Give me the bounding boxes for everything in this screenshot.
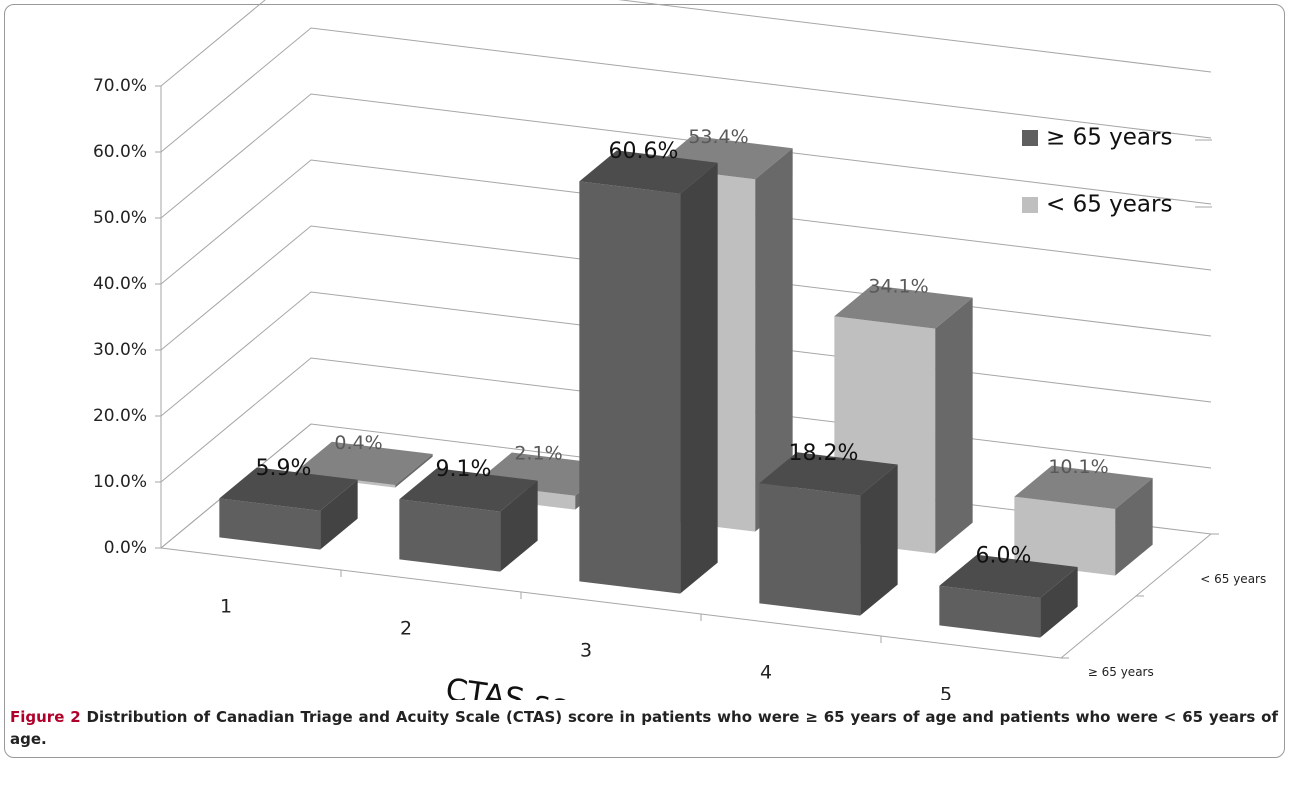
bar-front [579, 181, 681, 594]
y-tick-label: 0.0% [104, 538, 147, 558]
bar-top [219, 467, 358, 511]
bar-side [935, 297, 973, 554]
bar [759, 452, 898, 616]
bar-side [680, 162, 718, 594]
bar-top [579, 150, 718, 194]
grid-line [160, 0, 1212, 87]
bar-side [395, 454, 433, 488]
bar-side [320, 479, 358, 550]
legend-label: ≥ 65 years [1046, 125, 1172, 151]
legend-swatch [1022, 197, 1038, 213]
bar-top [834, 285, 973, 329]
value-label: 2.1% [514, 443, 562, 465]
y-tick-label: 70.0% [93, 76, 147, 96]
figure-frame [4, 4, 1285, 758]
bar-side [1040, 567, 1078, 638]
value-label: 18.2% [789, 441, 859, 466]
x-axis-label: CTAS scores [443, 672, 635, 700]
x-tick-label: 2 [400, 618, 412, 640]
bar [1014, 465, 1153, 576]
bar-front [399, 499, 501, 572]
value-label: 34.1% [868, 275, 928, 297]
bar-side [860, 464, 898, 616]
y-tick-label: 60.0% [93, 142, 147, 162]
legend-swatch [1022, 130, 1038, 146]
y-tick-label: 10.0% [93, 472, 147, 492]
bar [834, 285, 973, 554]
bar-front [219, 498, 321, 550]
x-tick-label: 5 [940, 684, 952, 701]
chart: 0.0% 10.0% 20.0% 30.0% 40.0% 50.0% 60.0% 70.0% 1… [93, 0, 1266, 701]
bar [939, 554, 1078, 638]
grid-line [160, 93, 1212, 219]
value-label: 10.1% [1048, 456, 1108, 478]
caption-text: Distribution of Canadian Triage and Acui… [10, 708, 1278, 748]
bar [219, 467, 358, 550]
legend-label: < 65 years [1046, 192, 1172, 218]
bar-side [755, 148, 793, 532]
bar-top [399, 468, 538, 512]
bar-top [294, 441, 433, 486]
bar [399, 468, 538, 572]
caption-label: Figure 2 [10, 708, 81, 726]
bar-top [939, 554, 1078, 599]
x-tick-label: 4 [760, 662, 772, 684]
bar-front [939, 585, 1041, 638]
bar [579, 150, 718, 594]
grid-line [160, 159, 1212, 285]
y-tick-label: 50.0% [93, 208, 147, 228]
bar-front [759, 483, 861, 616]
value-label: 5.9% [256, 456, 312, 481]
value-label: 60.6% [609, 139, 679, 164]
caption: Figure 2 Distribution of Canadian Triage… [10, 706, 1278, 750]
y-tick-label: 30.0% [93, 340, 147, 360]
grid-line [160, 27, 1212, 153]
bar-top [759, 452, 898, 496]
bar-top [1014, 465, 1153, 509]
x-tick-label: 3 [580, 640, 592, 662]
y-tick-label: 20.0% [93, 406, 147, 426]
value-label: 0.4% [334, 432, 382, 454]
bar-side [500, 480, 538, 572]
depth-label: ≥ 65 years [1088, 665, 1154, 679]
value-label: 6.0% [976, 543, 1032, 568]
bar-side [1115, 478, 1153, 576]
value-label: 9.1% [436, 457, 492, 482]
x-tick-label: 1 [220, 596, 232, 618]
y-tick-label: 40.0% [93, 274, 147, 294]
value-label: 53.4% [688, 126, 748, 148]
bar-front [1014, 496, 1116, 576]
depth-label: < 65 years [1200, 572, 1266, 586]
